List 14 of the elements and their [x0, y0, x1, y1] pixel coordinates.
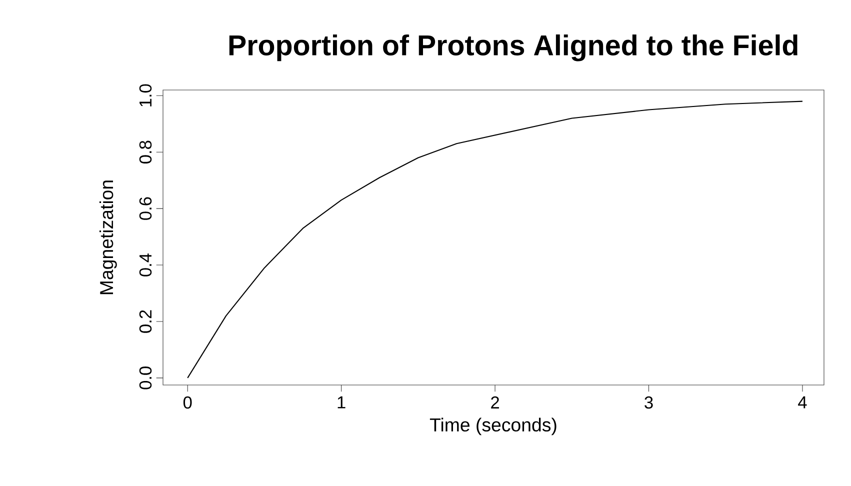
y-tick-label: 0.8 [139, 140, 152, 164]
x-tick-label: 4 [798, 396, 807, 408]
y-tick-label: 0.6 [139, 197, 152, 220]
x-tick-label: 3 [644, 396, 653, 409]
y-tick-label: 1.0 [139, 84, 152, 106]
x-tick-label: 0 [183, 396, 192, 409]
y-axis-title: Magnetization [99, 180, 117, 294]
y-tick-label: 0.2 [139, 310, 152, 333]
x-tick-label: 1 [338, 396, 346, 408]
x-tick-label: 2 [491, 396, 499, 408]
chart-title: Proportion of Protons Aligned to the Field [229, 34, 798, 62]
y-tick-label: 0.4 [139, 253, 152, 276]
x-axis-title: Time (seconds) [430, 418, 556, 436]
y-tick-label: 0.0 [139, 366, 152, 390]
